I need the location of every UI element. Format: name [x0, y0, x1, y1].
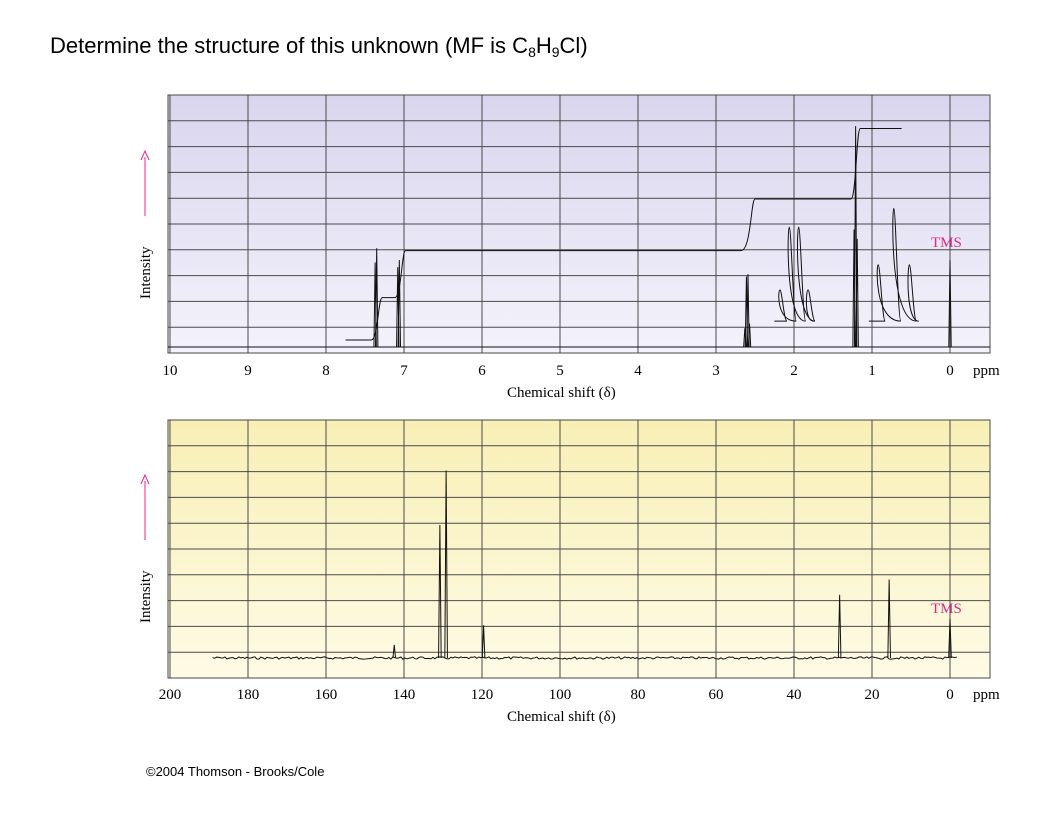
c-x-unit: ppm: [973, 687, 1000, 703]
c-tick-label: 100: [549, 687, 572, 703]
h-tick-label: 3: [712, 363, 720, 379]
h-peak: [855, 238, 859, 348]
c-peak: [444, 470, 448, 659]
c-tms-label: TMS: [931, 601, 962, 617]
c-tick-label: 160: [315, 687, 338, 703]
c-nmr-panel: 200 180 160 140 120 100 80 60 40 20 0 TMS ppm Chem…: [138, 419, 1000, 725]
c-x-axis-label: Chemical shift (δ): [507, 709, 616, 725]
c-tick-labels: 200 180 160 140 120 100 80 60 40 20 0: [159, 687, 954, 703]
title-suffix: Cl): [559, 33, 588, 58]
h-expansion-inset: [774, 226, 816, 322]
c-peak: [481, 625, 486, 659]
h-tick-label: 0: [946, 363, 954, 379]
h-x-axis-label: Chemical shift (δ): [507, 385, 616, 401]
title-subscript-hydrogen: 9: [551, 44, 560, 60]
h-tick-label: 9: [244, 363, 252, 379]
c-arrow-icon: [140, 473, 150, 540]
c-tick-label: 180: [237, 687, 260, 703]
title-subscript-carbon: 8: [528, 44, 536, 60]
c-tick-label: 60: [709, 687, 724, 703]
h-tick-label: 2: [790, 363, 798, 379]
h-integral-curve: [345, 127, 902, 341]
c-baseline: [212, 656, 958, 660]
h-nmr-panel: 10 9 8 7 6 5 4 3 2 1 0 TMS ppm Chemical shift (δ) …: [138, 94, 1000, 401]
c-tick-label: 120: [471, 687, 494, 703]
c-peak: [392, 644, 397, 659]
h-peak: [397, 260, 402, 348]
c-peak: [438, 525, 442, 659]
c-tick-label: 140: [393, 687, 416, 703]
c-peak: [887, 579, 891, 659]
h-tick-label: 5: [556, 363, 564, 379]
c-tick-label: 20: [865, 687, 880, 703]
h-y-axis-label: Intensity: [138, 246, 154, 299]
h-arrow-icon: [140, 149, 150, 216]
c-peak: [948, 618, 952, 659]
h-tick-label: 10: [163, 363, 178, 379]
h-expansion-inset: [868, 207, 919, 322]
h-peak: [746, 274, 750, 348]
page-title: Determine the structure of this unknown …: [50, 33, 588, 59]
h-peak: [747, 323, 752, 348]
h-peak: [375, 248, 379, 348]
c-tick-label: 0: [946, 687, 954, 703]
h-tick-label: 1: [868, 363, 876, 379]
h-tick-labels: 10 9 8 7 6 5 4 3 2 1 0: [163, 363, 954, 379]
c-y-axis-label: Intensity: [138, 570, 154, 623]
c-tick-label: 40: [787, 687, 802, 703]
h-traces: [168, 126, 990, 348]
h-tick-label: 8: [322, 363, 330, 379]
c-tick-label: 80: [631, 687, 646, 703]
h-tms-label: TMS: [931, 235, 962, 251]
title-prefix: Determine the structure of this unknown …: [50, 33, 529, 58]
copyright-notice: ©2004 Thomson - Brooks/Cole: [146, 764, 325, 779]
h-tick-label: 4: [634, 363, 642, 379]
h-grid: [168, 95, 990, 353]
h-x-unit: ppm: [973, 363, 1000, 379]
h-tick-label: 7: [400, 363, 408, 379]
c-tick-label: 200: [159, 687, 182, 703]
h-peak: [948, 260, 952, 348]
h-tick-label: 6: [478, 363, 486, 379]
c-traces: [212, 470, 958, 660]
c-grid: [168, 420, 990, 678]
title-hydrogen: H: [535, 33, 552, 58]
c-peak: [837, 594, 842, 659]
